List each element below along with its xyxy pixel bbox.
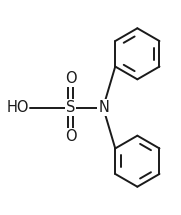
Text: O: O <box>65 129 76 144</box>
Text: O: O <box>65 71 76 86</box>
Text: HO: HO <box>7 100 29 115</box>
Text: S: S <box>66 100 75 115</box>
Text: N: N <box>98 100 109 115</box>
